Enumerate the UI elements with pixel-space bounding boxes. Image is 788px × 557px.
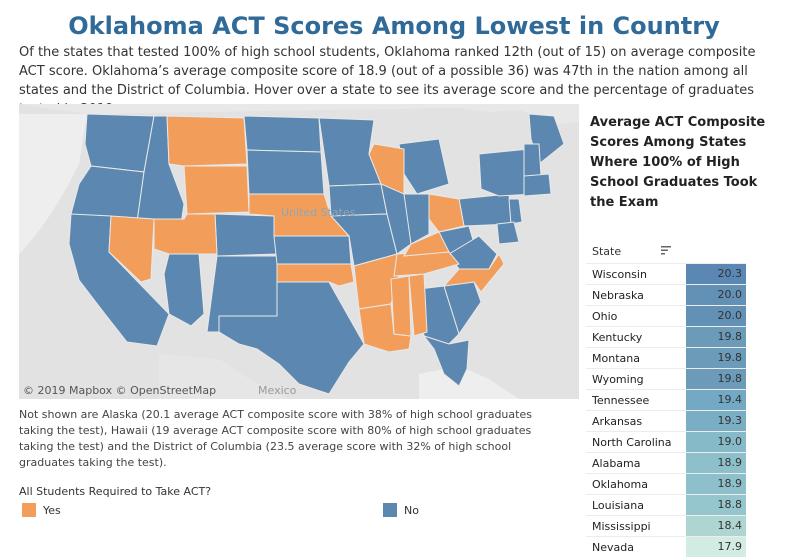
table-row[interactable]: Montana 19.8: [586, 347, 746, 368]
state-name: Oklahoma: [592, 478, 648, 491]
us-map[interactable]: United States: [19, 104, 579, 399]
footnote: Not shown are Alaska (20.1 average ACT c…: [19, 408, 532, 469]
score-cell[interactable]: 19.8: [686, 327, 746, 347]
score-cell[interactable]: 19.3: [686, 411, 746, 431]
legend-item-yes[interactable]: Yes: [22, 503, 61, 517]
map-canvas[interactable]: United States: [19, 104, 579, 399]
state-name: Nevada: [592, 541, 634, 554]
mexico-label: Mexico: [258, 384, 297, 397]
state-ks[interactable]: [273, 235, 352, 265]
state-ok[interactable]: [276, 263, 355, 287]
table-row[interactable]: Tennessee 19.4: [586, 389, 746, 410]
canada-area: [19, 104, 579, 124]
state-fl[interactable]: [422, 335, 470, 387]
state-nj[interactable]: [508, 198, 523, 225]
state-wy[interactable]: [183, 165, 250, 215]
state-nv[interactable]: [108, 215, 155, 283]
legend-title: All Students Required to Take ACT?: [19, 485, 212, 498]
map-attribution[interactable]: © 2019 Mapbox © OpenStreetMap: [23, 384, 217, 397]
dashboard-title: Oklahoma ACT Scores Among Lowest in Coun…: [68, 12, 720, 40]
state-name: Louisiana: [592, 499, 644, 512]
table-row[interactable]: Wisconsin 20.3: [586, 263, 746, 284]
legend-swatch-yes: [22, 503, 36, 517]
table-header[interactable]: State: [586, 242, 746, 262]
state-nh-vt[interactable]: [523, 143, 542, 177]
table-row[interactable]: North Carolina 19.0: [586, 431, 746, 452]
score-cell[interactable]: 20.0: [686, 285, 746, 305]
state-va[interactable]: [448, 235, 498, 270]
state-ms[interactable]: [390, 275, 412, 337]
state-name: Arkansas: [592, 415, 643, 428]
ocean-area: [19, 114, 87, 254]
state-in[interactable]: [403, 193, 430, 245]
mexico-area: [159, 354, 289, 399]
state-oh[interactable]: [428, 193, 465, 233]
state-name: Wyoming: [592, 373, 644, 386]
table-row[interactable]: Nebraska 20.0: [586, 284, 746, 305]
state-name: Alabama: [592, 457, 641, 470]
score-cell[interactable]: 18.9: [686, 474, 746, 494]
score-cell[interactable]: 17.9: [686, 537, 746, 557]
legend-item-no[interactable]: No: [383, 503, 419, 517]
state-ut[interactable]: [153, 213, 218, 255]
score-cell[interactable]: 19.4: [686, 390, 746, 410]
legend-label-yes: Yes: [43, 503, 61, 517]
score-cell[interactable]: 20.0: [686, 306, 746, 326]
state-name: North Carolina: [592, 436, 672, 449]
state-column-header[interactable]: State: [592, 245, 622, 258]
table-row[interactable]: Arkansas 19.3: [586, 410, 746, 431]
state-md-de[interactable]: [496, 221, 520, 245]
state-sd[interactable]: [246, 149, 325, 195]
no-states[interactable]: [68, 113, 565, 395]
state-pa[interactable]: [458, 193, 512, 227]
state-wa[interactable]: [84, 113, 155, 173]
state-ne[interactable]: [248, 193, 351, 237]
sort-icon[interactable]: [660, 244, 672, 256]
score-cell[interactable]: 19.8: [686, 348, 746, 368]
state-name: Nebraska: [592, 289, 644, 302]
state-name: Montana: [592, 352, 640, 365]
state-wi[interactable]: [368, 143, 405, 195]
state-ny[interactable]: [478, 148, 535, 197]
score-cell[interactable]: 18.4: [686, 516, 746, 536]
state-name: Kentucky: [592, 331, 643, 344]
us-label: United States: [281, 206, 356, 219]
yes-states[interactable]: [108, 115, 505, 353]
score-cell[interactable]: 20.3: [686, 264, 746, 284]
state-name: Ohio: [592, 310, 618, 323]
score-cell[interactable]: 18.9: [686, 453, 746, 473]
legend-swatch-no: [383, 503, 397, 517]
state-co[interactable]: [214, 213, 278, 257]
state-nd[interactable]: [243, 115, 322, 153]
table-row[interactable]: Ohio 20.0: [586, 305, 746, 326]
state-nc[interactable]: [442, 253, 505, 293]
table-row[interactable]: Oklahoma 18.9: [586, 473, 746, 494]
table-row[interactable]: Louisiana 18.8: [586, 494, 746, 515]
table-title: Average ACT Composite Scores Among State…: [590, 115, 766, 210]
table-row[interactable]: Alabama 18.9: [586, 452, 746, 473]
table-row[interactable]: Nevada 17.9: [586, 536, 746, 557]
legend-label-no: No: [404, 503, 419, 517]
state-la[interactable]: [358, 303, 412, 353]
state-ma-ct[interactable]: [523, 173, 552, 197]
table-row[interactable]: Mississippi 18.4: [586, 515, 746, 536]
score-cell[interactable]: 19.0: [686, 432, 746, 452]
state-name: Tennessee: [592, 394, 650, 407]
table-row[interactable]: Kentucky 19.8: [586, 326, 746, 347]
state-ky[interactable]: [403, 231, 450, 257]
state-name: Mississippi: [592, 520, 651, 533]
table-row[interactable]: Wyoming 19.8: [586, 368, 746, 389]
state-name: Wisconsin: [592, 268, 647, 281]
score-cell[interactable]: 18.8: [686, 495, 746, 515]
score-cell[interactable]: 19.8: [686, 369, 746, 389]
score-table: Wisconsin 20.3 Nebraska 20.0 Ohio 20.0 Kentuck…: [586, 263, 746, 557]
state-mt[interactable]: [166, 115, 248, 167]
